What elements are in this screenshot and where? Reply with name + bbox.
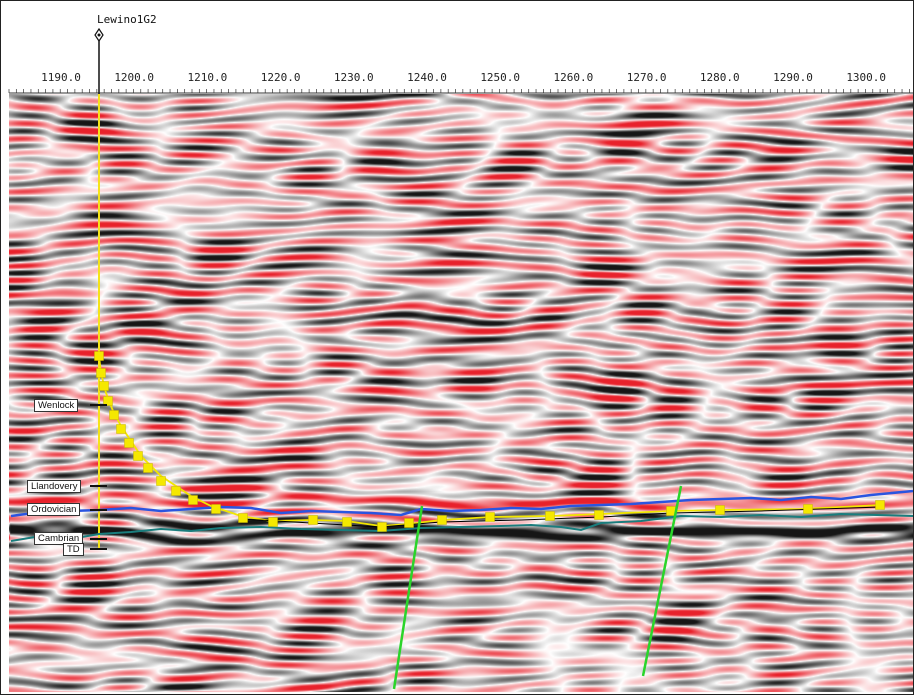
axis-tick-label: 1190.0: [41, 71, 81, 84]
axis-tick-label: 1220.0: [260, 71, 301, 84]
horizon-pick[interactable]: [404, 518, 414, 528]
horizon-pick[interactable]: [715, 505, 725, 515]
horizon-pick[interactable]: [103, 396, 113, 406]
axis-tick-label: 1200.0: [114, 71, 155, 84]
axis-tick-label: 1230.0: [333, 71, 374, 84]
horizon-picks[interactable]: [94, 351, 885, 532]
axis-tick-label: 1210.0: [187, 71, 228, 84]
marker-llandovery[interactable]: Llandovery: [27, 480, 82, 493]
well-name-label: Lewino1G2: [97, 13, 157, 26]
axis-tick-label: 1280.0: [699, 71, 740, 84]
horizon-pick[interactable]: [116, 424, 126, 434]
marker-wenlock[interactable]: Wenlock: [34, 399, 79, 412]
well-track[interactable]: [94, 27, 104, 549]
horizon-pick[interactable]: [156, 476, 166, 486]
axis-ticks: [8, 89, 913, 94]
horizon-black[interactable]: [240, 506, 882, 528]
seismic-image[interactable]: [9, 94, 913, 692]
horizon-teal[interactable]: [10, 512, 913, 542]
horizon-pick[interactable]: [171, 486, 181, 496]
axis-tick-label: 1250.0: [480, 71, 521, 84]
horizon-pick[interactable]: [99, 381, 109, 391]
horizon-pick[interactable]: [437, 515, 447, 525]
horizon-pick[interactable]: [94, 351, 104, 361]
horizon-pick[interactable]: [342, 517, 352, 527]
axis-tick-label: 1270.0: [626, 71, 667, 84]
horizon-pick[interactable]: [308, 515, 318, 525]
well-head-icon: [94, 27, 104, 43]
axis-tick-label: 1240.0: [407, 71, 447, 84]
horizon-pick[interactable]: [875, 500, 885, 510]
horizon-pick[interactable]: [143, 463, 153, 473]
horizon-yellow[interactable]: [98, 355, 882, 527]
axis-tick-label: 1260.0: [553, 71, 594, 84]
horizon-pick[interactable]: [133, 451, 143, 461]
horizon-pick[interactable]: [377, 522, 387, 532]
horizon-pick[interactable]: [803, 504, 813, 514]
seismic-amplitude-canvas[interactable]: [9, 94, 913, 692]
fault-1[interactable]: [392, 505, 424, 690]
axis-tick-label: 1300.0: [846, 71, 887, 84]
horizon-pick[interactable]: [268, 517, 278, 527]
horizon-pick[interactable]: [188, 495, 198, 505]
marker-ordovician[interactable]: Ordovician: [27, 503, 81, 516]
horizon-pick[interactable]: [238, 513, 248, 523]
horizon-pick[interactable]: [124, 438, 134, 448]
horizon-pick[interactable]: [545, 511, 555, 521]
well-marker-ticks: [90, 404, 107, 550]
marker-cambrian[interactable]: Cambrian: [34, 532, 84, 545]
horizon-blue[interactable]: [10, 489, 913, 518]
fault-2[interactable]: [641, 485, 683, 677]
marker-td[interactable]: TD: [63, 543, 84, 556]
horizon-pick[interactable]: [109, 410, 119, 420]
horizon-pick[interactable]: [594, 510, 604, 520]
cdp-axis: 1190.0 1200.0 1210.0 1220.0 1230.0 1240.0 1250…: [9, 61, 913, 95]
horizon-pick[interactable]: [96, 368, 106, 378]
horizon-pick[interactable]: [211, 504, 221, 514]
axis-tick-label: 1290.0: [773, 71, 813, 84]
horizon-pick[interactable]: [485, 512, 495, 522]
